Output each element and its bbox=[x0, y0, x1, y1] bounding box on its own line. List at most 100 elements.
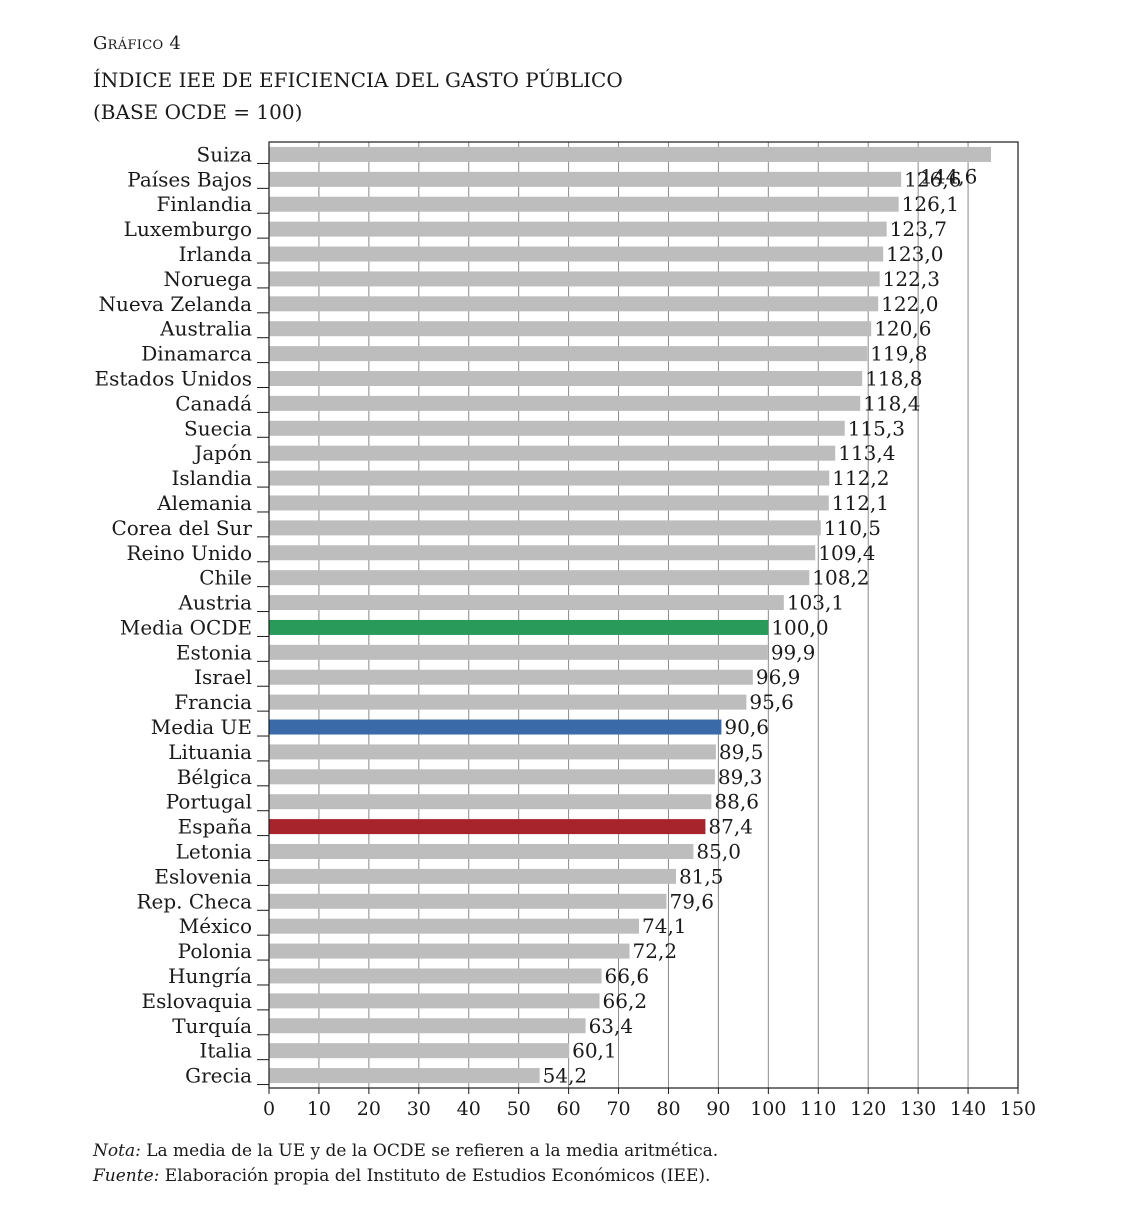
category-label: Austria bbox=[177, 591, 252, 615]
bar bbox=[269, 819, 706, 835]
x-tick-label: 120 bbox=[850, 1098, 886, 1120]
category-label: Bélgica bbox=[177, 765, 252, 789]
chart-subtitle: (BASE OCDE = 100) bbox=[93, 100, 303, 124]
bar bbox=[269, 769, 715, 785]
category-label: Turquía bbox=[172, 1014, 252, 1038]
category-label: Francia bbox=[174, 690, 252, 714]
data-label: 120,6 bbox=[874, 317, 931, 341]
x-tick-label: 90 bbox=[706, 1098, 730, 1120]
category-label: Eslovenia bbox=[154, 864, 252, 888]
bar bbox=[269, 744, 716, 760]
category-label: Japón bbox=[192, 441, 252, 465]
data-label: 122,3 bbox=[883, 267, 940, 291]
data-label: 95,6 bbox=[749, 690, 794, 714]
data-label: 118,8 bbox=[865, 367, 922, 391]
bar bbox=[269, 545, 816, 561]
chart-source: Fuente: Elaboración propia del Instituto… bbox=[93, 1166, 710, 1186]
bar bbox=[269, 520, 821, 536]
data-label: 96,9 bbox=[756, 665, 801, 689]
bar bbox=[269, 669, 753, 685]
bar bbox=[269, 794, 712, 810]
data-label: 122,0 bbox=[881, 292, 938, 316]
bar bbox=[269, 918, 640, 934]
category-label: Eslovaquia bbox=[141, 989, 252, 1013]
bar bbox=[269, 271, 880, 287]
bar bbox=[269, 470, 830, 486]
bar bbox=[269, 719, 722, 735]
category-label: Letonia bbox=[176, 840, 252, 864]
data-label: 144,6 bbox=[920, 164, 977, 188]
category-label: Israel bbox=[194, 665, 252, 689]
source-text: Elaboración propia del Instituto de Estu… bbox=[159, 1166, 711, 1186]
category-label: Alemania bbox=[156, 491, 252, 515]
data-label: 81,5 bbox=[679, 864, 724, 888]
data-label: 88,6 bbox=[714, 790, 759, 814]
bar bbox=[269, 844, 694, 859]
x-tick-label: 60 bbox=[557, 1098, 581, 1120]
x-tick-label: 80 bbox=[656, 1098, 680, 1120]
bar bbox=[269, 146, 992, 162]
data-label: 89,5 bbox=[719, 740, 764, 764]
bar bbox=[269, 246, 884, 262]
category-label: Lituania bbox=[168, 740, 252, 764]
data-label: 115,3 bbox=[848, 416, 905, 440]
x-tick-label: 130 bbox=[900, 1098, 936, 1120]
category-label: Islandia bbox=[172, 466, 253, 490]
bar bbox=[269, 420, 845, 436]
bar bbox=[269, 644, 768, 660]
x-tick-label: 110 bbox=[800, 1098, 836, 1120]
category-label: Portugal bbox=[166, 790, 252, 814]
category-label: México bbox=[179, 914, 252, 938]
data-label: 85,0 bbox=[696, 840, 741, 864]
x-tick-label: 10 bbox=[307, 1098, 331, 1120]
bar bbox=[269, 1018, 586, 1034]
note-text: La media de la UE y de la OCDE se refier… bbox=[140, 1141, 719, 1161]
category-label: Estados Unidos bbox=[94, 367, 252, 391]
source-label: Fuente: bbox=[93, 1166, 160, 1186]
data-label: 89,3 bbox=[718, 765, 763, 789]
bar bbox=[269, 221, 887, 237]
data-label: 90,6 bbox=[724, 715, 769, 739]
category-label: Nueva Zelanda bbox=[99, 292, 253, 316]
category-label: Italia bbox=[199, 1039, 252, 1063]
bar bbox=[269, 868, 676, 884]
data-label: 100,0 bbox=[771, 615, 828, 639]
category-label: Reino Unido bbox=[126, 541, 252, 565]
category-label: Grecia bbox=[185, 1064, 252, 1088]
bar bbox=[269, 1068, 540, 1084]
data-label: 110,5 bbox=[824, 516, 881, 540]
data-label: 63,4 bbox=[589, 1014, 634, 1038]
category-label: Dinamarca bbox=[141, 342, 252, 366]
bar bbox=[269, 968, 602, 984]
category-label: Canadá bbox=[175, 391, 252, 415]
data-label: 66,2 bbox=[603, 989, 648, 1013]
bar bbox=[269, 296, 879, 312]
data-label: 113,4 bbox=[838, 441, 895, 465]
data-label: 118,4 bbox=[863, 391, 920, 415]
data-label: 108,2 bbox=[812, 566, 869, 590]
category-label: Países Bajos bbox=[127, 167, 252, 191]
data-label: 60,1 bbox=[572, 1039, 617, 1063]
data-label: 123,7 bbox=[890, 217, 947, 241]
bar bbox=[269, 395, 861, 411]
data-label: 126,1 bbox=[902, 192, 959, 216]
data-label: 74,1 bbox=[642, 914, 687, 938]
data-label: 99,9 bbox=[771, 640, 816, 664]
category-label: Luxemburgo bbox=[124, 217, 252, 241]
category-label: Noruega bbox=[163, 267, 252, 291]
category-label: Suecia bbox=[184, 416, 252, 440]
bar bbox=[269, 445, 836, 461]
data-label: 112,1 bbox=[832, 491, 889, 515]
bar bbox=[269, 595, 784, 611]
bar bbox=[269, 371, 863, 386]
data-label: 72,2 bbox=[633, 939, 678, 963]
category-label: Polonia bbox=[178, 939, 252, 963]
data-label: 66,6 bbox=[605, 964, 650, 988]
x-tick-label: 70 bbox=[606, 1098, 630, 1120]
bar bbox=[269, 694, 747, 710]
data-label: 109,4 bbox=[818, 541, 875, 565]
bar bbox=[269, 346, 868, 362]
category-label: Irlanda bbox=[179, 242, 252, 266]
category-label: Media UE bbox=[151, 715, 252, 739]
